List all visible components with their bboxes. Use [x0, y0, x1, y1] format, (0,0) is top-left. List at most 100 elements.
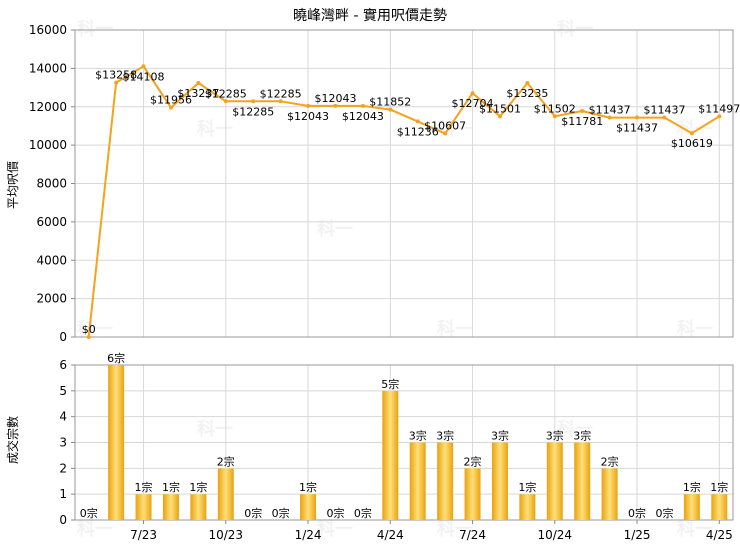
- price-label: $11437: [616, 122, 658, 135]
- price-label: $11236: [397, 125, 439, 138]
- watermark-text: 科一: [557, 18, 593, 40]
- volume-bar: [711, 494, 728, 520]
- price-point: [635, 115, 640, 120]
- y-tick-label: 0: [59, 513, 67, 527]
- y-tick-label: 2: [59, 461, 67, 475]
- watermark-text: 科一: [77, 318, 113, 340]
- volume-label: 2宗: [464, 454, 482, 468]
- volume-bar: [162, 494, 179, 520]
- price-label: $11501: [479, 102, 521, 115]
- y-tick-label: 8000: [36, 177, 67, 191]
- price-label: $11502: [534, 102, 576, 115]
- price-point: [223, 99, 228, 104]
- x-tick-label: 7/23: [130, 528, 157, 542]
- y-tick-label: 16000: [29, 23, 67, 37]
- volume-label: 1宗: [299, 480, 317, 494]
- y-tick-label: 12000: [29, 100, 67, 114]
- price-point: [717, 114, 722, 119]
- price-point: [662, 115, 667, 120]
- price-label: $12285: [232, 105, 274, 118]
- price-label: $14108: [123, 70, 165, 83]
- watermark-text: 科一: [437, 518, 473, 540]
- watermark-text: 科一: [77, 518, 113, 540]
- price-point: [278, 99, 283, 104]
- volume-label: 5宗: [381, 377, 399, 391]
- price-label: $11437: [589, 104, 631, 117]
- volume-label: 2宗: [217, 454, 235, 468]
- x-tick-label: 4/24: [377, 528, 404, 542]
- volume-label: 0宗: [272, 506, 290, 520]
- watermark-text: 科一: [317, 518, 353, 540]
- price-point: [607, 115, 612, 120]
- price-label: $11956: [150, 94, 192, 107]
- y-tick-label: 6000: [36, 215, 67, 229]
- volume-bar: [190, 494, 207, 520]
- y-tick-label: 14000: [29, 61, 67, 75]
- price-point: [470, 91, 475, 96]
- price-label: $12285: [260, 87, 302, 100]
- price-label: $13258: [95, 69, 137, 82]
- volume-bar-chart: 0 1 2 3 4 5 6 7/23 10/23 1/24 4/24 7/24 10/24 1/25 4/2…: [59, 351, 734, 542]
- price-label: $10607: [424, 119, 466, 132]
- volume-bar: [437, 442, 454, 520]
- price-point: [333, 103, 338, 108]
- price-point: [443, 131, 448, 136]
- price-label: $12285: [205, 87, 247, 100]
- volume-label: 1宗: [135, 480, 153, 494]
- watermark-text: 科一: [77, 18, 113, 40]
- volume-label: 3宗: [546, 429, 564, 443]
- volume-label: 1宗: [518, 480, 536, 494]
- watermark-text: 科一: [557, 418, 593, 440]
- volume-bar: [491, 442, 508, 520]
- y-tick-label: 4000: [36, 253, 67, 267]
- volume-bar: [300, 494, 317, 520]
- x-tick-label: 7/24: [459, 528, 486, 542]
- price-line-chart: 0 2000 4000 6000 8000 10000 12000 14000 16000 $0 $…: [29, 23, 740, 344]
- price-point: [415, 119, 420, 124]
- volume-label: 2宗: [601, 454, 619, 468]
- price-axis-label: 平均呎價: [6, 161, 20, 209]
- price-point: [196, 81, 201, 86]
- y-tick-label: 3: [59, 436, 67, 450]
- y-tick-label: 5: [59, 384, 67, 398]
- volume-bar: [409, 442, 426, 520]
- x-tick-label: 4/25: [706, 528, 733, 542]
- watermark-text: 科一: [437, 318, 473, 340]
- y-tick-label: 2000: [36, 292, 67, 306]
- price-point: [251, 99, 256, 104]
- volume-label: 0宗: [326, 506, 344, 520]
- volume-bar: [519, 494, 536, 520]
- volume-bar: [108, 365, 125, 520]
- y-tick-label: 0: [59, 330, 67, 344]
- volume-bar: [464, 468, 481, 520]
- volume-label: 1宗: [189, 480, 207, 494]
- volume-axis-label: 成交宗數: [5, 416, 20, 464]
- price-point: [360, 103, 365, 108]
- y-tick-label: 4: [59, 410, 67, 424]
- volume-label: 0宗: [244, 506, 262, 520]
- price-point: [86, 335, 91, 339]
- volume-bar: [683, 494, 700, 520]
- price-point: [552, 114, 557, 119]
- price-label: $11497: [698, 102, 740, 115]
- price-label: $11781: [561, 115, 603, 128]
- volume-label: 0宗: [628, 506, 646, 520]
- watermark-text: 科一: [317, 218, 353, 240]
- price-point: [525, 81, 530, 86]
- x-tick-label: 1/25: [624, 528, 651, 542]
- price-label: $12043: [314, 92, 356, 105]
- watermark-text: 科一: [677, 318, 713, 340]
- volume-bar: [382, 390, 399, 520]
- price-label: $13235: [506, 87, 548, 100]
- x-tick-label: 10/23: [208, 528, 243, 542]
- price-point: [306, 103, 311, 108]
- price-point: [114, 80, 119, 85]
- watermark-text: 科一: [677, 118, 713, 140]
- volume-label: 0宗: [80, 506, 98, 520]
- price-point: [168, 105, 173, 110]
- volume-label: 0宗: [655, 506, 673, 520]
- watermark-text: 科一: [197, 118, 233, 140]
- volume-label: 3宗: [436, 429, 454, 443]
